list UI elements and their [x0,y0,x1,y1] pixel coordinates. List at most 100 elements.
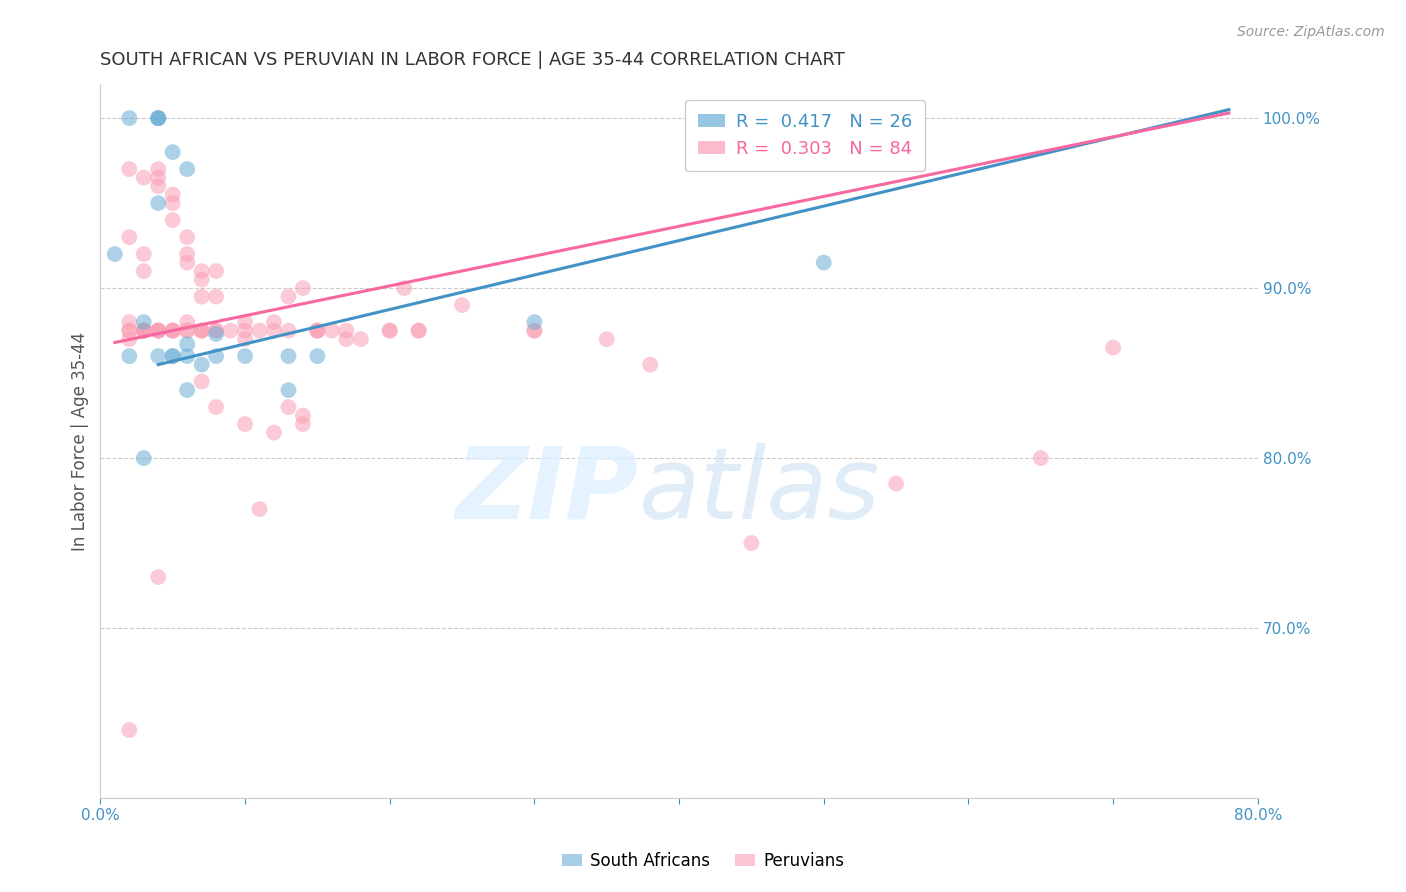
Point [263,324,285,338]
Point [118,111,141,125]
Point [148,324,170,338]
Point [118,723,141,737]
Point [205,326,228,341]
Point [118,332,141,346]
Point [277,324,299,338]
Point [148,170,170,185]
Point [205,349,228,363]
Point [132,247,155,261]
Point [176,383,198,397]
Point [148,162,170,177]
Point [190,264,212,278]
Point [1102,341,1125,355]
Point [190,375,212,389]
Point [148,111,170,125]
Point [233,332,256,346]
Point [378,324,401,338]
Point [132,315,155,329]
Text: SOUTH AFRICAN VS PERUVIAN IN LABOR FORCE | AGE 35-44 CORRELATION CHART: SOUTH AFRICAN VS PERUVIAN IN LABOR FORCE… [100,51,845,69]
Point [451,298,474,312]
Point [132,324,155,338]
Point [813,255,835,269]
Point [291,409,314,423]
Point [291,417,314,431]
Point [148,324,170,338]
Point [190,324,212,338]
Point [523,315,546,329]
Point [148,324,170,338]
Point [148,111,170,125]
Point [233,315,256,329]
Text: Source: ZipAtlas.com: Source: ZipAtlas.com [1237,25,1385,39]
Point [307,324,329,338]
Point [263,425,285,440]
Point [205,324,228,338]
Point [321,324,343,338]
Point [335,324,357,338]
Point [176,230,198,244]
Point [638,358,661,372]
Point [162,213,184,227]
Point [176,315,198,329]
Point [176,255,198,269]
Point [176,349,198,363]
Point [307,349,329,363]
Legend: South Africans, Peruvians: South Africans, Peruvians [555,846,851,877]
Point [740,536,762,550]
Point [132,324,155,338]
Y-axis label: In Labor Force | Age 35-44: In Labor Force | Age 35-44 [72,332,89,550]
Point [132,324,155,338]
Point [176,337,198,351]
Point [205,400,228,414]
Point [307,324,329,338]
Point [291,281,314,295]
Point [148,179,170,194]
Point [162,349,184,363]
Point [233,324,256,338]
Point [205,290,228,304]
Point [307,324,329,338]
Point [190,290,212,304]
Point [277,349,299,363]
Point [118,324,141,338]
Point [132,324,155,338]
Point [249,324,271,338]
Point [132,264,155,278]
Point [132,170,155,185]
Point [176,247,198,261]
Point [219,324,242,338]
Point [249,502,271,516]
Point [205,264,228,278]
Point [176,162,198,177]
Point [392,281,415,295]
Text: ZIP: ZIP [456,442,638,540]
Point [350,332,373,346]
Point [190,358,212,372]
Point [162,187,184,202]
Point [190,272,212,286]
Point [884,476,907,491]
Point [148,111,170,125]
Point [1029,451,1052,466]
Point [335,332,357,346]
Point [523,324,546,338]
Point [148,349,170,363]
Point [118,324,141,338]
Point [277,383,299,397]
Point [205,324,228,338]
Point [148,324,170,338]
Point [190,324,212,338]
Point [233,417,256,431]
Point [263,315,285,329]
Point [162,349,184,363]
Point [523,324,546,338]
Point [162,196,184,211]
Legend: R =  0.417   N = 26, R =  0.303   N = 84: R = 0.417 N = 26, R = 0.303 N = 84 [685,100,925,170]
Point [148,570,170,584]
Point [176,324,198,338]
Point [277,400,299,414]
Point [233,349,256,363]
Point [148,196,170,211]
Point [132,451,155,466]
Point [118,162,141,177]
